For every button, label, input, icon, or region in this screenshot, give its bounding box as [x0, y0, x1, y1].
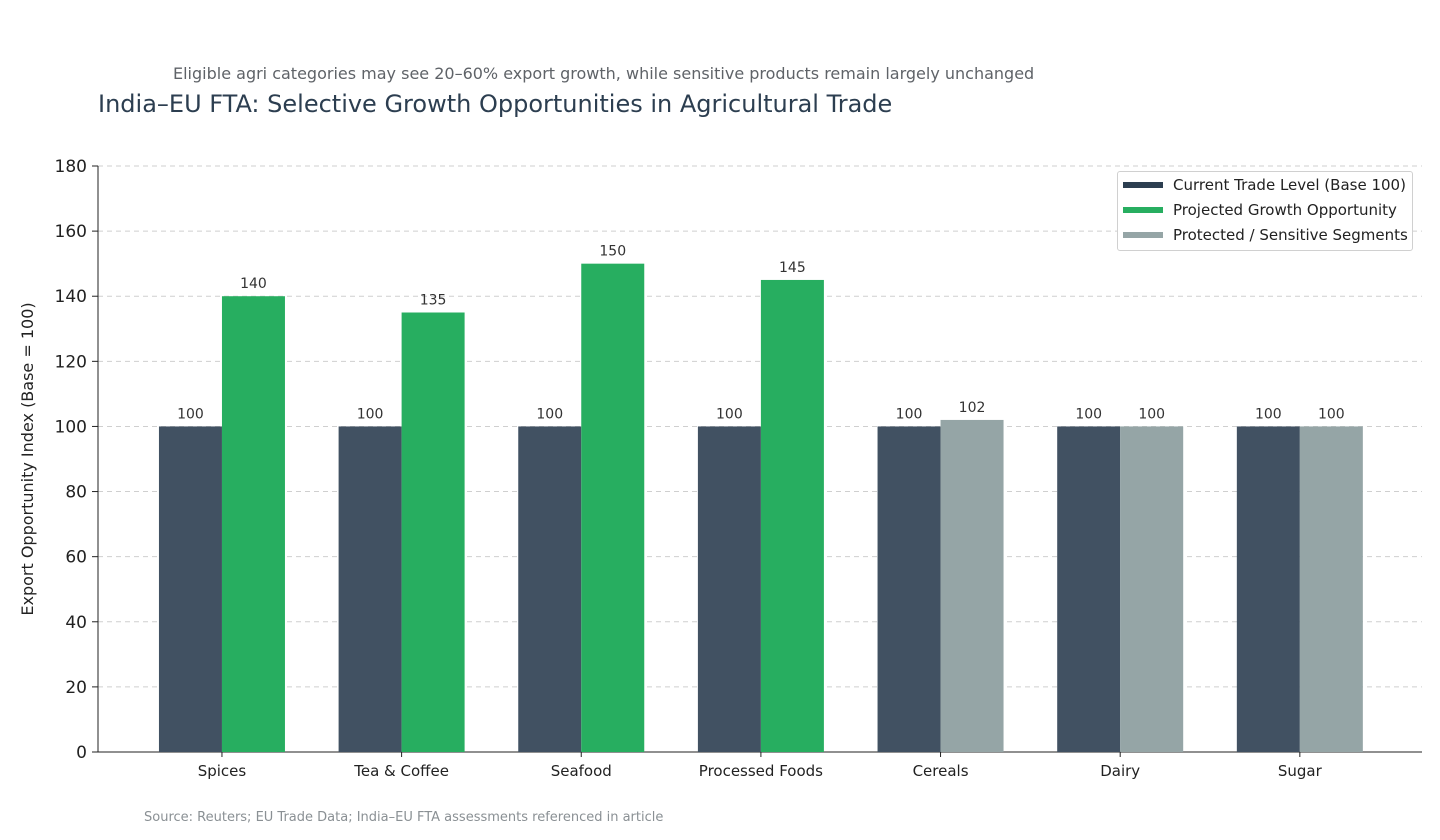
x-tick-label: Seafood	[551, 762, 612, 780]
data-label: 100	[1318, 406, 1345, 422]
data-label: 100	[1138, 406, 1165, 422]
x-tick-label: Dairy	[1100, 762, 1140, 780]
y-tick-label: 100	[55, 417, 87, 437]
bar-0	[518, 426, 582, 752]
bar-0	[1057, 426, 1121, 752]
legend-swatch-current	[1123, 181, 1163, 188]
y-tick-label: 180	[55, 157, 87, 177]
legend-label-protected: Protected / Sensitive Segments	[1173, 225, 1408, 244]
y-tick-label: 40	[65, 613, 87, 633]
bar-2	[1299, 426, 1363, 752]
bar-0	[158, 426, 222, 752]
bar-0	[697, 426, 761, 752]
x-tick-label: Sugar	[1278, 762, 1323, 780]
legend-item-projected: Projected Growth Opportunity	[1118, 197, 1412, 222]
legend-label-projected: Projected Growth Opportunity	[1173, 200, 1397, 219]
chart-title: India–EU FTA: Selective Growth Opportuni…	[98, 90, 893, 118]
source-note: Source: Reuters; EU Trade Data; India–EU…	[144, 810, 664, 825]
legend-item-protected: Protected / Sensitive Segments	[1118, 222, 1412, 247]
y-tick-label: 0	[76, 743, 87, 763]
data-label: 100	[1255, 406, 1282, 422]
legend-label-current: Current Trade Level (Base 100)	[1173, 175, 1406, 194]
data-label: 135	[420, 293, 447, 309]
data-label: 100	[716, 406, 743, 422]
x-tick-label: Spices	[198, 762, 247, 780]
data-label: 140	[240, 276, 267, 292]
y-tick-label: 160	[55, 222, 87, 242]
bar-1	[401, 312, 465, 752]
legend-swatch-protected	[1123, 231, 1163, 238]
legend-item-current: Current Trade Level (Base 100)	[1118, 172, 1412, 197]
data-label: 100	[177, 406, 204, 422]
bar-1	[221, 296, 285, 752]
bar-1	[760, 279, 824, 752]
y-tick-label: 140	[55, 287, 87, 307]
data-label: 100	[1075, 406, 1102, 422]
y-tick-label: 20	[65, 678, 87, 698]
data-label: 150	[599, 244, 626, 260]
data-label: 100	[896, 406, 923, 422]
data-label: 145	[779, 260, 806, 276]
x-tick-label: Processed Foods	[699, 762, 823, 780]
data-label: 100	[536, 406, 563, 422]
x-tick-label: Tea & Coffee	[353, 762, 449, 780]
y-tick-label: 60	[65, 548, 87, 568]
bar-2	[940, 419, 1004, 752]
x-tick-label: Cereals	[913, 762, 969, 780]
bar-0	[338, 426, 402, 752]
legend: Current Trade Level (Base 100) Projected…	[1117, 171, 1413, 251]
y-axis-label: Export Opportunity Index (Base = 100)	[18, 302, 37, 615]
chart-subtitle: Eligible agri categories may see 20–60% …	[173, 64, 1035, 83]
data-label: 100	[357, 406, 384, 422]
bar-0	[1236, 426, 1300, 752]
y-tick-label: 80	[65, 483, 87, 503]
data-label: 102	[959, 400, 986, 416]
bar-2	[1120, 426, 1184, 752]
bar-1	[581, 263, 645, 752]
bar-0	[877, 426, 941, 752]
y-tick-label: 120	[55, 352, 87, 372]
legend-swatch-projected	[1123, 206, 1163, 213]
